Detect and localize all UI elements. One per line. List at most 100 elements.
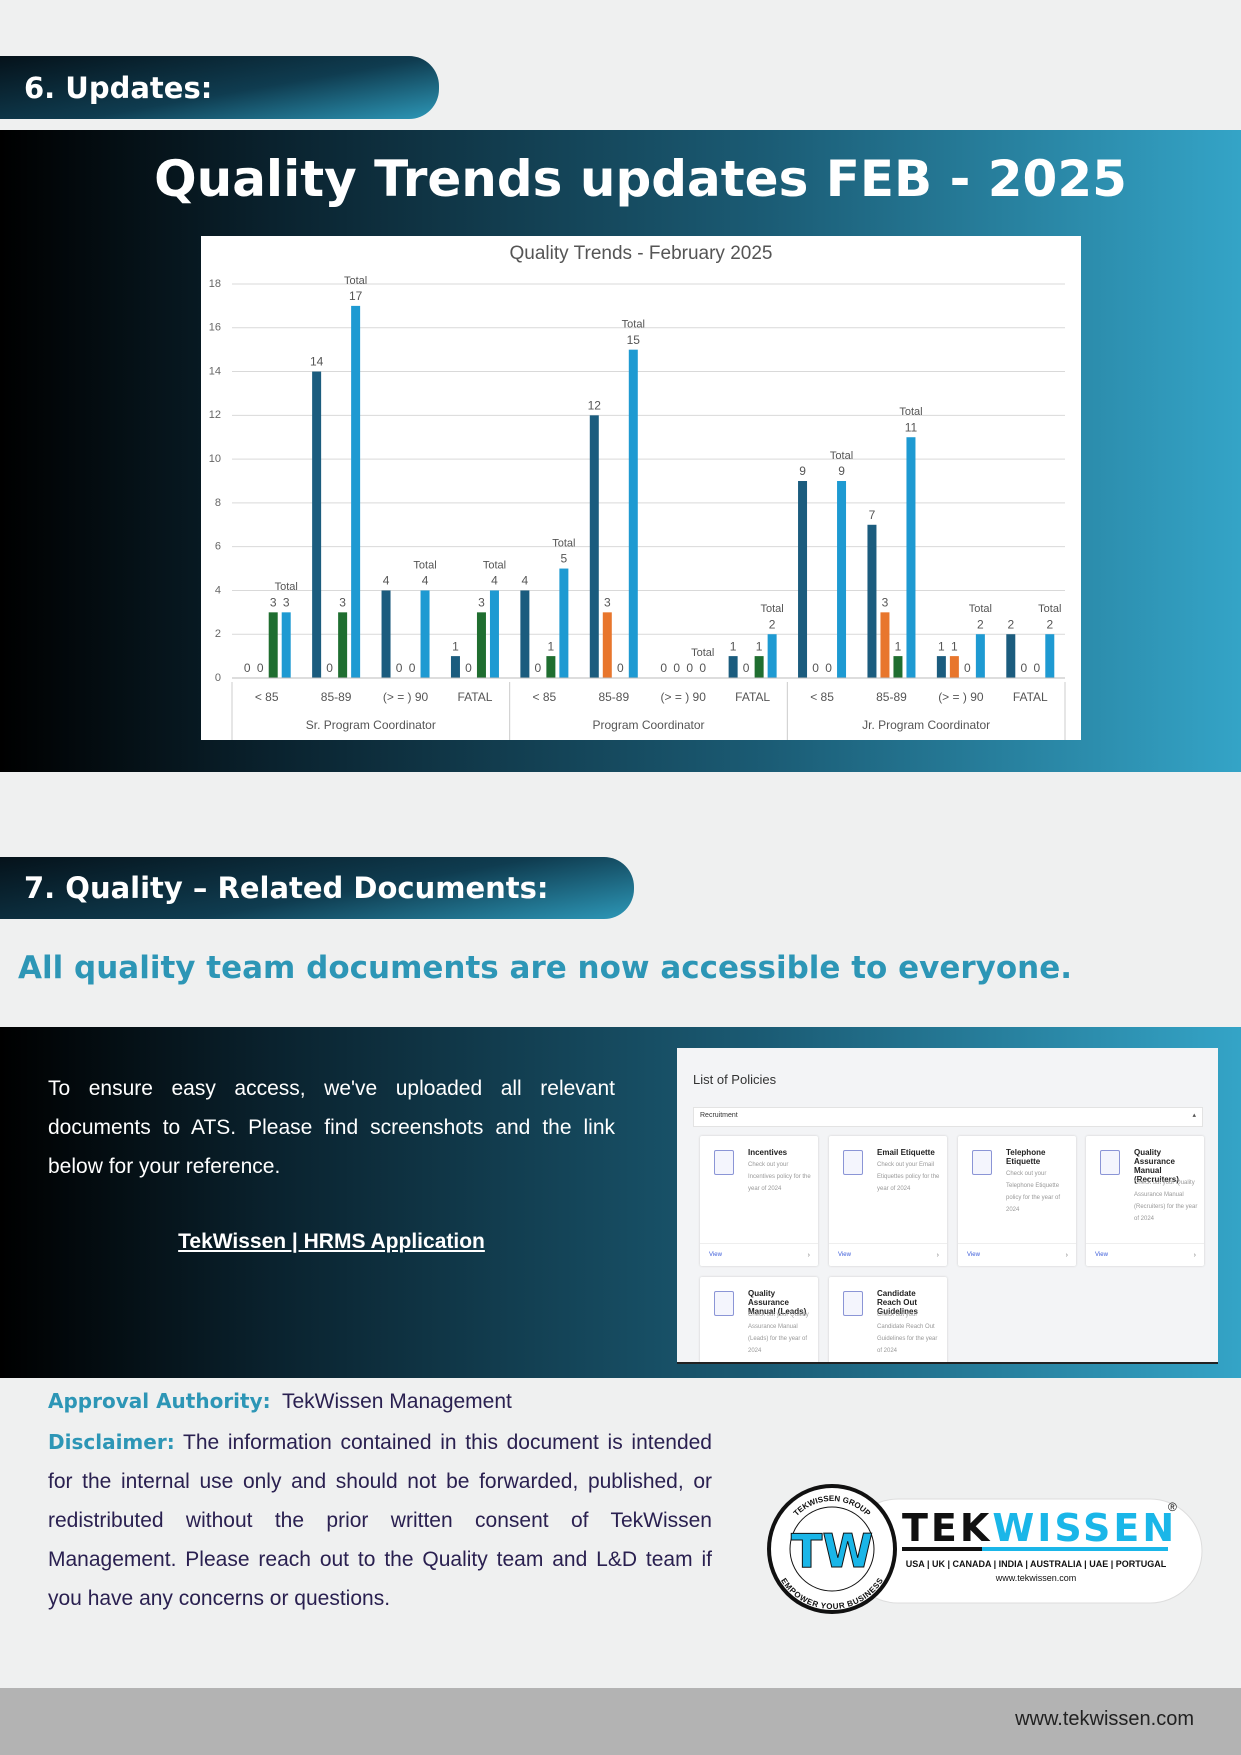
data-label: 0 [660,661,667,675]
card-chevron: › [1065,1252,1068,1259]
y-tick-label: 16 [209,322,221,334]
card-divider [958,1243,1076,1244]
x-tick-label: (> = ) 90 [938,690,984,704]
bar [381,590,391,678]
card-description: Check out your Incentives policy for the… [748,1162,811,1192]
bar [281,612,291,678]
data-label: 15 [627,333,641,347]
total-label: Total [691,647,714,659]
card-description: Check out your Telephone Etiquette polic… [1006,1171,1061,1213]
data-label: 3 [478,596,485,610]
total-label: Total [344,275,367,287]
subtitle: All quality team documents are now acces… [18,950,1073,986]
x-tick-label: 85-89 [598,690,629,704]
group-label: Jr. Program Coordinator [862,718,990,732]
dropdown-value: Recruitment [700,1112,738,1119]
x-tick-label: FATAL [458,690,493,704]
footer-url: www.tekwissen.com [1015,1708,1194,1730]
bar [867,524,877,678]
data-label: 5 [561,552,568,566]
y-tick-label: 8 [215,497,221,509]
x-tick-label: < 85 [255,690,279,704]
bar [936,656,946,678]
bar [628,349,638,678]
approval: Approval Authority: TekWissen Management [48,1389,512,1414]
policy-card[interactable]: Email Etiquette Check out your Email Etiq… [829,1136,947,1266]
card-chevron: › [1193,1252,1196,1259]
card-view[interactable]: View [838,1252,851,1258]
data-label: 1 [895,639,902,653]
dropdown-arrow: ▴ [1192,1112,1196,1119]
chart: Quality Trends - February 20250246810121… [201,236,1081,740]
data-label: 2 [1007,617,1014,631]
group-label: Program Coordinator [592,718,704,732]
data-label: 14 [310,355,324,369]
hrms-link[interactable]: TekWissen | HRMS Application [178,1230,485,1253]
approval-value: TekWissen Management [281,1390,512,1413]
footer [0,1688,1241,1755]
total-label: Total [761,603,784,615]
total-label: Total [552,537,575,549]
data-label: 0 [743,661,750,675]
card-view[interactable]: View [967,1252,980,1258]
group-label: Sr. Program Coordinator [306,718,436,732]
bar [602,612,612,678]
policy-card[interactable]: Telephone Etiquette Check out your Teleph… [958,1136,1076,1266]
policy-card[interactable]: Candidate Reach Out Guidelines Check out … [829,1277,947,1362]
logo-ring [767,1484,897,1614]
data-label: 0 [686,661,693,675]
card-view[interactable]: View [709,1252,722,1258]
data-label: 7 [869,508,876,522]
x-tick-label: (> = ) 90 [383,690,429,704]
data-label: 1 [452,639,459,653]
brand: TEKWISSEN [902,1506,1177,1550]
bar [837,481,847,678]
card-title: Telephone Etiquette [1006,1148,1046,1166]
data-label: 4 [522,574,529,588]
y-tick-label: 2 [215,628,221,640]
total-label: Total [413,559,436,571]
policy-card[interactable]: Quality Assurance Manual (Leads) Check ou… [700,1277,818,1362]
total-label: Total [1038,603,1061,615]
bar [450,656,460,678]
y-tick-label: 0 [215,672,221,684]
brand-b: WISSEN [992,1506,1177,1550]
data-label: 2 [1046,617,1053,631]
data-label: 0 [825,661,832,675]
registered: ® [1168,1500,1177,1514]
x-tick-label: FATAL [735,690,770,704]
bar [893,656,903,678]
total-label: Total [899,406,922,418]
total-label: Total [830,450,853,462]
card-description: Check out your Candidate Reach Out Guide… [877,1312,938,1354]
data-label: 0 [535,661,542,675]
card-chevron: › [807,1252,810,1259]
x-tick-label: FATAL [1013,690,1048,704]
data-label: 9 [838,464,845,478]
disclaimer-text: The information contained in this docume… [48,1431,712,1610]
data-label: 0 [465,661,472,675]
bar [476,612,486,678]
total-label: Total [483,559,506,571]
bar [351,305,361,678]
banner-title: Quality Trends updates FEB - 2025 [154,150,1127,208]
policy-card[interactable]: Quality Assurance Manual (Recruiters) Che… [1086,1136,1204,1266]
policies-title: List of Policies [693,1072,777,1087]
data-label: 0 [673,661,680,675]
data-label: 0 [1033,661,1040,675]
x-tick-label: < 85 [810,690,834,704]
bar [589,415,599,678]
bar [949,656,959,678]
policy-card[interactable]: Incentives Check out your Incentives poli… [700,1136,818,1266]
card-view[interactable]: View [1095,1252,1108,1258]
data-label: 3 [283,596,290,610]
card-title: Email Etiquette [877,1148,935,1157]
dropdown[interactable]: Recruitment ▴ [693,1107,1203,1127]
bar [728,656,738,678]
data-label: 3 [882,596,889,610]
policies-screenshot: List of Policies Recruitment ▴ Incentive… [677,1048,1218,1364]
card-chevron: › [936,1252,939,1259]
bar [754,656,764,678]
doc-icon [843,1291,863,1316]
